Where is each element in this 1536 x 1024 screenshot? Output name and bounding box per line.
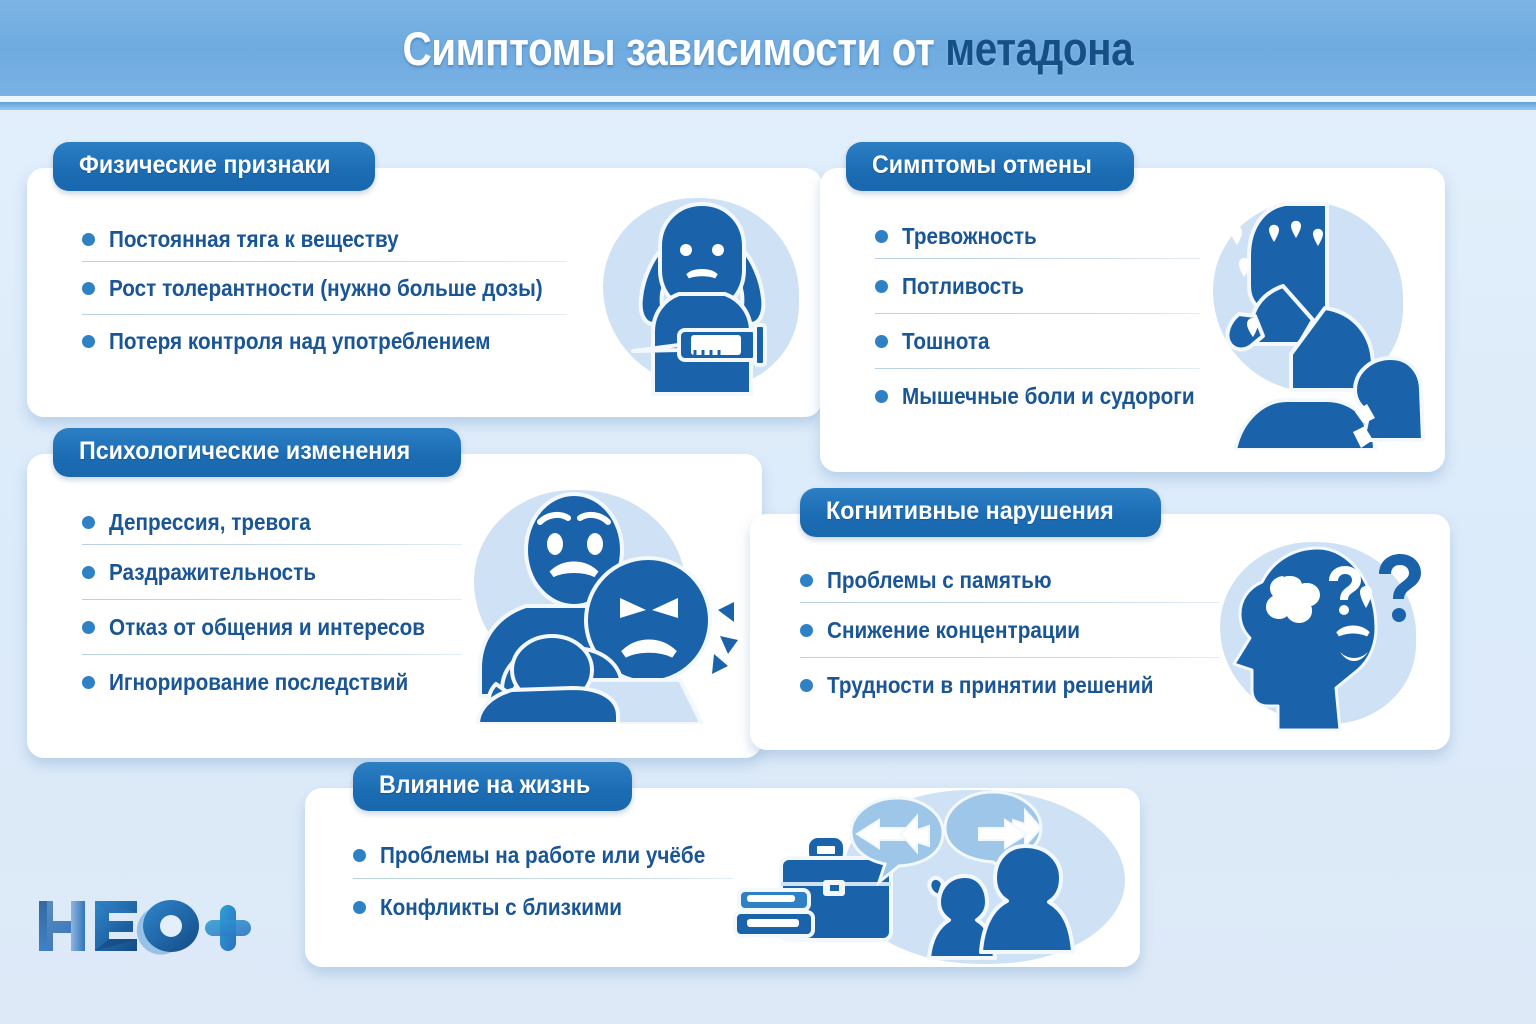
list-item-label: Конфликты с близкими [380, 893, 623, 920]
list-item[interactable]: Игнорирование последствий [82, 655, 482, 709]
list-separator [353, 878, 733, 879]
briefcase-books-people-icon [725, 784, 1135, 964]
card-life-impact: Влияние на жизнь [305, 762, 1140, 967]
list-item-label: Потливость [902, 272, 1024, 299]
list-item-label: Отказ от общения и интересов [109, 613, 426, 640]
card-header-tab-withdrawal-symptoms[interactable]: Симптомы отмены [846, 142, 1135, 191]
list-item-label: Потеря контроля над употреблением [109, 327, 491, 354]
list-item-label: Депрессия, тревога [109, 508, 311, 535]
card-header-tab-life-impact[interactable]: Влияние на жизнь [353, 762, 633, 811]
list-separator [82, 599, 462, 600]
card-item-list: Тревожность Потливость Тошнота Мышечные … [875, 214, 1235, 423]
bullet-icon [82, 281, 95, 295]
list-separator [800, 602, 1220, 603]
card-title-label: Когнитивные нарушения [826, 497, 1114, 525]
list-item[interactable]: Раздражительность [82, 545, 482, 599]
card-withdrawal-symptoms: Симптомы отмены [820, 142, 1445, 472]
list-item-label: Снижение концентрации [827, 616, 1081, 643]
card-physical-signs: Физические признаки [27, 142, 822, 417]
sweating-person-icon [1195, 190, 1445, 450]
page-title-accent: метадона [945, 21, 1134, 75]
list-separator [875, 258, 1200, 259]
list-item[interactable]: Конфликты с близкими [353, 879, 753, 935]
card-cognitive-impairment: Когнитивные нарушения Проблемы [750, 488, 1450, 750]
list-item[interactable]: Рост толерантности (нужно больше дозы) [82, 262, 577, 314]
bullet-icon [82, 565, 95, 579]
card-header-tab-psychological-changes[interactable]: Психологические изменения [53, 428, 462, 477]
bullet-icon [875, 389, 888, 403]
list-item-label: Раздражительность [109, 558, 317, 585]
header-divider-blue [0, 102, 1536, 110]
list-item[interactable]: Отказ от общения и интересов [82, 600, 482, 654]
list-separator [875, 313, 1200, 314]
page-title-main: Симптомы зависимости от [402, 21, 946, 75]
bullet-icon [800, 623, 813, 637]
bullet-icon [82, 232, 95, 246]
list-item[interactable]: Снижение концентрации [800, 603, 1240, 657]
list-item-label: Рост толерантности (нужно больше дозы) [109, 274, 543, 301]
list-item[interactable]: Тошнота [875, 314, 1235, 368]
card-item-list: Депрессия, тревога Раздражительность Отк… [82, 500, 482, 709]
bullet-icon [82, 620, 95, 634]
list-separator [82, 654, 462, 655]
list-item-label: Проблемы с памятью [827, 566, 1052, 593]
card-header-tab-cognitive-impairment[interactable]: Когнитивные нарушения [800, 488, 1162, 537]
list-item-label: Тревожность [902, 222, 1037, 249]
sad-and-angry-faces-icon [452, 484, 742, 724]
bullet-icon [875, 334, 888, 348]
stressed-person-with-syringe-icon [587, 184, 817, 404]
card-item-list: Проблемы на работе или учёбе Конфликты с… [353, 832, 753, 935]
list-item[interactable]: Постоянная тяга к веществу [82, 217, 577, 261]
list-item[interactable]: Депрессия, тревога [82, 500, 482, 544]
bullet-icon [353, 900, 366, 914]
list-separator [800, 657, 1220, 658]
bullet-icon [875, 229, 888, 243]
list-item-label: Проблемы на работе или учёбе [380, 841, 706, 868]
list-item[interactable]: Мышечные боли и судороги [875, 369, 1235, 423]
card-header-tab-physical-signs[interactable]: Физические признаки [53, 142, 376, 191]
list-item-label: Мышечные боли и судороги [902, 382, 1195, 409]
card-item-list: Проблемы с памятью Снижение концентрации… [800, 558, 1240, 712]
bullet-icon [353, 848, 366, 862]
card-item-list: Постоянная тяга к веществу Рост толерант… [82, 217, 577, 367]
header-band: Симптомы зависимости от метадона [0, 0, 1536, 96]
card-title-label: Симптомы отмены [872, 151, 1092, 179]
card-title-label: Психологические изменения [79, 437, 411, 465]
list-item-label: Постоянная тяга к веществу [109, 225, 399, 252]
bullet-icon [82, 334, 95, 348]
list-item[interactable]: Потеря контроля над употреблением [82, 315, 577, 367]
list-separator [82, 261, 567, 262]
list-separator [82, 544, 462, 545]
page-title: Симптомы зависимости от метадона [403, 21, 1134, 76]
list-item[interactable]: Проблемы на работе или учёбе [353, 832, 753, 878]
head-brain-question-icon [1210, 536, 1440, 736]
card-title-label: Физические признаки [79, 151, 331, 179]
header-divider-white [0, 96, 1536, 102]
card-title-label: Влияние на жизнь [379, 771, 591, 799]
list-separator [82, 314, 567, 315]
list-item-label: Игнорирование последствий [109, 668, 409, 695]
bullet-icon [875, 279, 888, 293]
list-item-label: Тошнота [902, 327, 990, 354]
bullet-icon [800, 678, 813, 692]
card-psychological-changes: Психологические изменения [27, 428, 762, 758]
list-separator [875, 368, 1200, 369]
list-item[interactable]: Трудности в принятии решений [800, 658, 1240, 712]
list-item[interactable]: Проблемы с памятью [800, 558, 1240, 602]
list-item[interactable]: Тревожность [875, 214, 1235, 258]
list-item[interactable]: Потливость [875, 259, 1235, 313]
bullet-icon [800, 573, 813, 587]
brand-logo [35, 893, 260, 959]
list-item-label: Трудности в принятии решений [827, 671, 1154, 698]
bullet-icon [82, 675, 95, 689]
bullet-icon [82, 515, 95, 529]
